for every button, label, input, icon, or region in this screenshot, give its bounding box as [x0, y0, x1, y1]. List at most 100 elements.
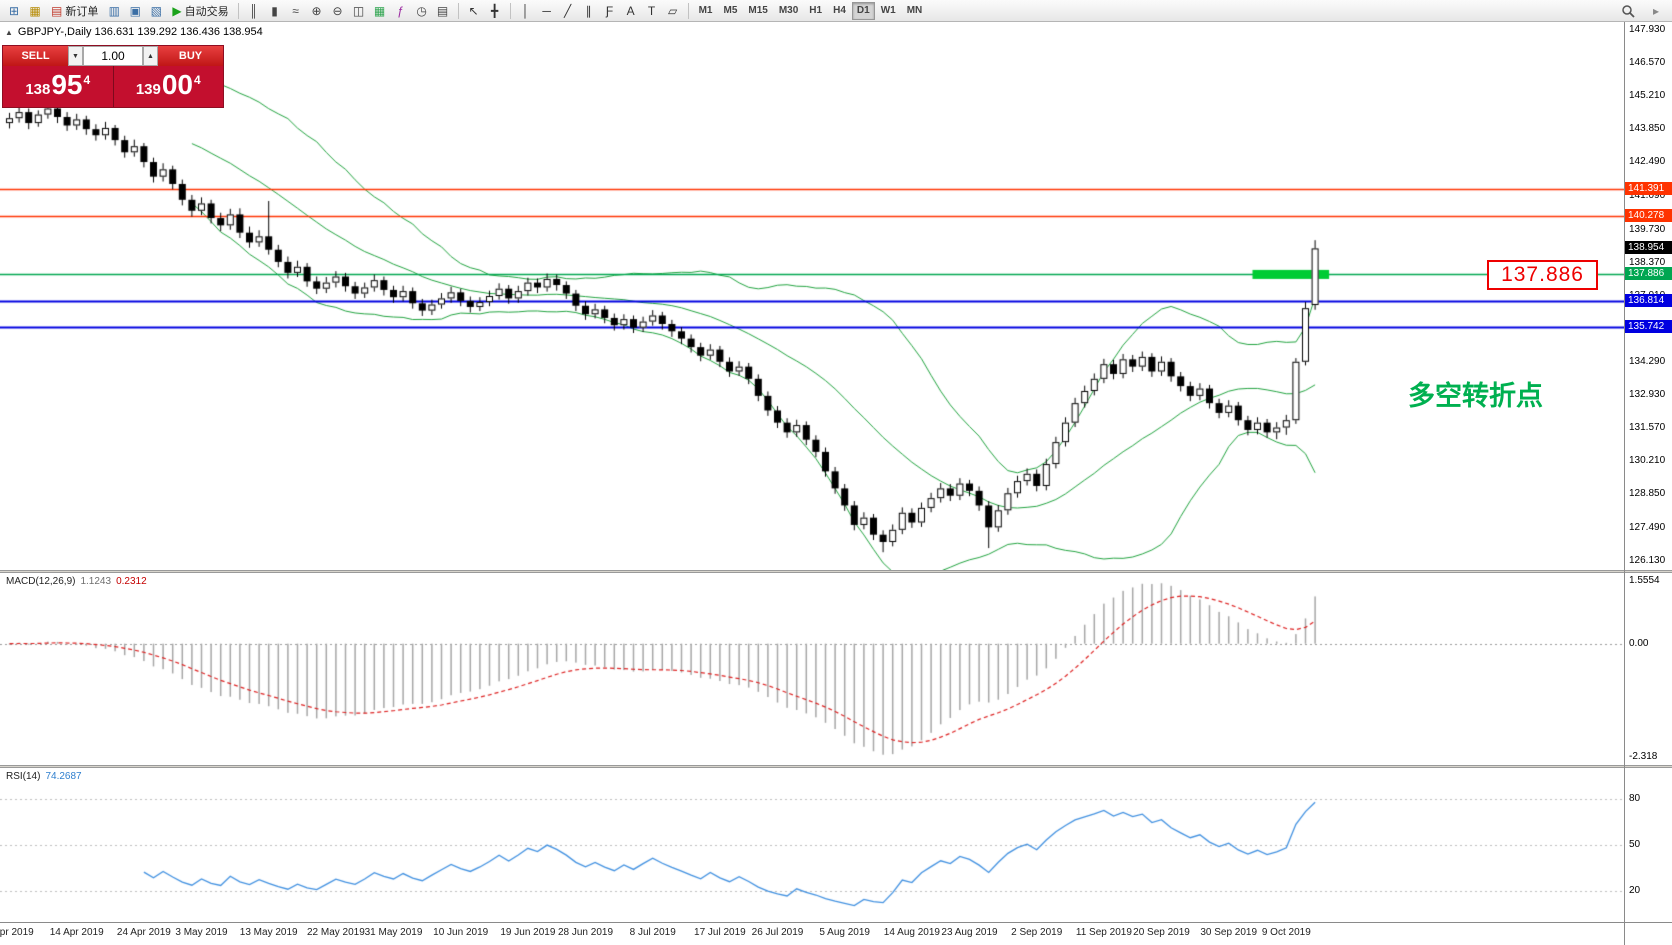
price-tick: 142.490: [1629, 156, 1666, 168]
main-price-axis[interactable]: 147.930 146.570 145.210 143.850 142.490 141.0…: [1625, 22, 1672, 570]
macd-axis[interactable]: 1.5554 0.00 -2.318: [1625, 573, 1672, 765]
periods-icon[interactable]: ◷: [412, 1, 432, 20]
price-tag: 137.886: [1625, 267, 1672, 281]
cursor-icon[interactable]: ↖: [464, 1, 484, 20]
text-icon[interactable]: A: [621, 1, 641, 20]
timeframe-mn[interactable]: MN: [902, 2, 928, 20]
new-order-button[interactable]: ▤ 新订单: [47, 1, 102, 20]
profiles-icon[interactable]: ▦: [25, 1, 45, 20]
label-icon[interactable]: T: [642, 1, 662, 20]
sell-price-pips: 95: [51, 69, 83, 100]
zoom-in-icon[interactable]: ⊕: [307, 1, 327, 20]
workspace: ▲ GBPJPY-,Daily 136.631 139.292 136.436 …: [0, 22, 1672, 945]
date-label: 2 Sep 2019: [1011, 927, 1063, 938]
price-tick: 141.090: [1629, 190, 1666, 202]
date-label: 3 May 2019: [175, 927, 228, 938]
chart-title: ▲ GBPJPY-,Daily 136.631 139.292 136.436 …: [5, 26, 263, 38]
date-label: 31 May 2019: [364, 927, 423, 938]
time-axis[interactable]: 4 Apr 2019 14 Apr 2019 24 Apr 2019 3 May 20…: [0, 922, 1624, 945]
macd-pane[interactable]: MACD(12,26,9) 1.1243 0.2312: [0, 573, 1624, 765]
toolbar-group-panels: ▥ ▣ ▧: [104, 1, 166, 20]
macd-scale-label: 0.00: [1629, 637, 1649, 649]
main-chart-pane[interactable]: ▲ GBPJPY-,Daily 136.631 139.292 136.436 …: [0, 22, 1624, 570]
channel-icon[interactable]: ∥: [579, 1, 599, 20]
line-chart-icon[interactable]: ≈: [286, 1, 306, 20]
pane-splitter[interactable]: [0, 765, 1624, 768]
price-level-callout[interactable]: 137.886: [1487, 260, 1598, 290]
toolbar-group-right-icons: ▸: [1646, 1, 1666, 20]
timeframe-m1[interactable]: M1: [694, 2, 718, 20]
timeframe-h4[interactable]: H4: [828, 2, 851, 20]
pane-splitter[interactable]: [0, 570, 1624, 573]
top-toolbar: ⊞ ▦ ▤ 新订单 ▥ ▣ ▧ ▶ 自动交易 ║ ▮ ≈ ⊕ ⊖ ◫ ▦ ƒ ◷ ▤ ↖ ╋ │ ─ ╱ ∥ Ƒ A…: [0, 0, 1672, 22]
quick-nav-icon[interactable]: ▸: [1646, 1, 1666, 20]
toolbar-separator: [509, 2, 511, 19]
search-icon[interactable]: [1614, 0, 1642, 21]
zoom-out-icon[interactable]: ⊖: [328, 1, 348, 20]
trendline-icon[interactable]: ╱: [558, 1, 578, 20]
buy-button[interactable]: BUY: [158, 46, 223, 66]
price-tick: 147.930: [1629, 23, 1666, 35]
collapse-panel-icon[interactable]: ▲: [5, 27, 13, 37]
macd-canvas[interactable]: [0, 573, 1624, 765]
macd-scale-label: 1.5554: [1629, 575, 1660, 586]
price-tick: 139.730: [1629, 223, 1666, 235]
fibonacci-icon[interactable]: Ƒ: [600, 1, 620, 20]
shapes-icon[interactable]: ▱: [663, 1, 683, 20]
toolbar-group-chart-tools: ║ ▮ ≈ ⊕ ⊖ ◫ ▦ ƒ ◷ ▤: [244, 1, 453, 20]
rsi-canvas[interactable]: [0, 768, 1624, 922]
sell-button[interactable]: SELL: [3, 46, 68, 66]
volume-input[interactable]: [83, 46, 143, 66]
crosshair-icon[interactable]: ╋: [485, 1, 505, 20]
date-label: 26 Jul 2019: [751, 927, 804, 938]
price-tick: 146.570: [1629, 56, 1666, 68]
price-tag: 138.954: [1625, 241, 1672, 255]
timeframe-m30[interactable]: M30: [774, 2, 803, 20]
timeframe-w1[interactable]: W1: [876, 2, 901, 20]
timeframe-h1[interactable]: H1: [804, 2, 827, 20]
date-label: 14 Aug 2019: [883, 927, 940, 938]
navigator-icon[interactable]: ▧: [146, 1, 166, 20]
rsi-value: 74.2687: [45, 771, 82, 782]
autotrade-button[interactable]: ▶ 自动交易: [168, 1, 232, 20]
price-tag: 140.278: [1625, 209, 1672, 223]
rsi-axis[interactable]: 80 50 20: [1625, 768, 1672, 922]
buy-price-pips: 00: [161, 69, 193, 100]
volume-down-button[interactable]: ▼: [68, 46, 83, 66]
chart-title-text: GBPJPY-,Daily 136.631 139.292 136.436 13…: [17, 26, 263, 38]
price-tick: 138.370: [1629, 256, 1666, 268]
data-window-icon[interactable]: ▣: [125, 1, 145, 20]
rsi-pane[interactable]: RSI(14) 74.2687: [0, 768, 1624, 922]
buy-price-panel[interactable]: 139 00 4: [113, 66, 223, 107]
date-label: 14 Apr 2019: [49, 927, 104, 938]
date-label: 19 Jun 2019: [500, 927, 556, 938]
timeframe-d1[interactable]: D1: [851, 1, 875, 20]
indicators-icon[interactable]: ƒ: [391, 1, 411, 20]
tile-windows-icon[interactable]: ◫: [349, 1, 369, 20]
grid-icon[interactable]: ▦: [370, 1, 390, 20]
date-label: 22 May 2019: [306, 927, 365, 938]
templates-icon[interactable]: ▤: [433, 1, 453, 20]
axis-corner: [1625, 922, 1672, 945]
timeframe-m5[interactable]: M5: [718, 2, 742, 20]
candlestick-icon[interactable]: ▮: [265, 1, 285, 20]
toolbar-group-draw-tools: │ ─ ╱ ∥ Ƒ A T ▱: [516, 1, 683, 20]
rsi-level-label: 50: [1629, 839, 1641, 850]
toolbar-group-timeframes: M1 M5 M15 M30 H1 H4 D1 W1 MN: [694, 1, 928, 20]
price-axis-column[interactable]: 147.930 146.570 145.210 143.850 142.490 141.0…: [1624, 22, 1672, 945]
price-tag: 135.742: [1625, 319, 1672, 333]
new-chart-icon[interactable]: ⊞: [4, 1, 24, 20]
bar-chart-icon[interactable]: ║: [244, 1, 264, 20]
timeframe-m15[interactable]: M15: [743, 2, 772, 20]
chart-column: ▲ GBPJPY-,Daily 136.631 139.292 136.436 …: [0, 22, 1624, 945]
horizontal-line-icon[interactable]: ─: [537, 1, 557, 20]
date-label: 5 Aug 2019: [819, 927, 870, 938]
market-watch-icon[interactable]: ▥: [104, 1, 124, 20]
vertical-line-icon[interactable]: │: [516, 1, 536, 20]
price-tick: 130.210: [1629, 455, 1666, 467]
axis-separator: [1625, 570, 1672, 573]
sell-price-panel[interactable]: 138 95 4: [3, 66, 114, 107]
main-chart-canvas[interactable]: [0, 22, 1624, 570]
volume-up-button[interactable]: ▲: [143, 46, 158, 66]
